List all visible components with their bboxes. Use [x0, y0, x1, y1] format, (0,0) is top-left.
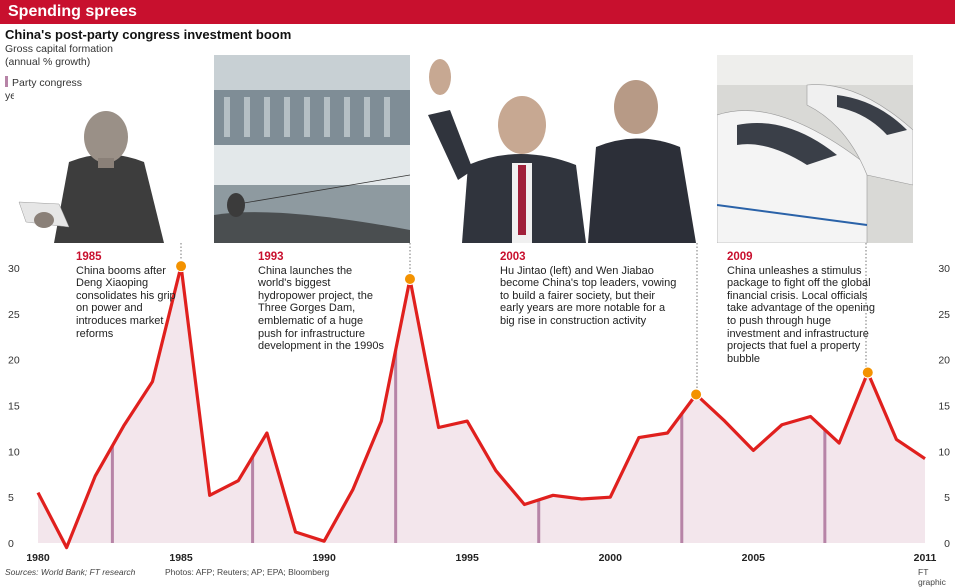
- footer-sources: Sources: World Bank; FT research: [5, 567, 136, 577]
- annotation-2009: 2009 China unleashes a stimulus package …: [727, 251, 887, 365]
- banner-title: Spending sprees: [8, 3, 137, 20]
- x-tick-label: 2000: [599, 552, 623, 564]
- y-tick-label-left: 30: [8, 263, 20, 275]
- x-tick-label: 1980: [26, 552, 50, 564]
- y-tick-label-left: 5: [8, 492, 14, 504]
- y-tick-label-right: 10: [938, 446, 950, 458]
- series-line: [36, 264, 926, 550]
- annotation-year: 1985: [76, 251, 102, 263]
- congress-bar: [823, 429, 827, 543]
- x-tick-label: 2005: [742, 552, 766, 564]
- congress-bar: [394, 350, 398, 543]
- x-tick-label: 2011: [914, 552, 937, 564]
- hu-jintao-wen-jiabao-photo: [428, 55, 696, 243]
- y-tick-label-left: 15: [8, 401, 20, 413]
- annotation-year: 1993: [258, 251, 284, 263]
- legend-swatch: [5, 76, 8, 87]
- three-gorges-dam-photo: [214, 55, 410, 243]
- highlight-marker-2009: [861, 366, 874, 379]
- chart-subtitle: Gross capital formation (annual % growth…: [5, 43, 113, 68]
- x-tick-label: 1985: [169, 552, 193, 564]
- annotation-1993: 1993 China launches the world's biggest …: [258, 251, 388, 353]
- x-tick-label: 1990: [312, 552, 336, 564]
- highlight-marker-1993: [403, 273, 416, 285]
- highlight-marker-1985: [175, 260, 188, 273]
- y-tick-label-left: 20: [8, 355, 20, 367]
- annotation-1985: 1985 China booms after Deng Xiaoping con…: [76, 251, 176, 340]
- congress-bar: [680, 413, 684, 543]
- footer-photo-credits: Photos: AFP; Reuters; AP; EPA; Bloomberg: [165, 567, 330, 577]
- annotation-text: China unleashes a stimulus package to fi…: [727, 264, 876, 365]
- annotation-year: 2003: [500, 251, 526, 263]
- y-tick-label-left: 0: [8, 538, 14, 550]
- high-speed-train-photo: [717, 55, 913, 243]
- annotation-year: 2009: [727, 251, 753, 263]
- annotation-text: China launches the world's biggest hydro…: [258, 264, 384, 353]
- y-tick-label-right: 5: [944, 492, 950, 504]
- y-tick-label-right: 25: [938, 309, 950, 321]
- y-tick-label-left: 25: [8, 309, 20, 321]
- y-tick-label-right: 0: [944, 538, 950, 550]
- congress-bar: [251, 456, 255, 543]
- chart-title: China's post-party congress investment b…: [5, 27, 292, 42]
- congress-bar: [537, 499, 541, 543]
- area-fill: [38, 266, 925, 543]
- annotation-text: Hu Jintao (left) and Wen Jiabao become C…: [500, 264, 677, 327]
- y-tick-label-right: 20: [938, 355, 950, 367]
- annotation-2003: 2003 Hu Jintao (left) and Wen Jiabao bec…: [500, 251, 680, 328]
- y-tick-label-right: 30: [938, 263, 950, 275]
- banner: Spending sprees: [0, 0, 955, 24]
- highlight-marker-2003: [690, 388, 703, 401]
- y-tick-label-right: 15: [938, 401, 950, 413]
- x-tick-label: 1995: [456, 552, 480, 564]
- annotation-text: China booms after Deng Xiaoping consolid…: [76, 264, 176, 340]
- congress-bar: [110, 445, 114, 543]
- deng-xiaoping-photo: [14, 92, 197, 243]
- footer-credit: FT graphic: [918, 567, 946, 587]
- y-tick-label-left: 10: [8, 446, 20, 458]
